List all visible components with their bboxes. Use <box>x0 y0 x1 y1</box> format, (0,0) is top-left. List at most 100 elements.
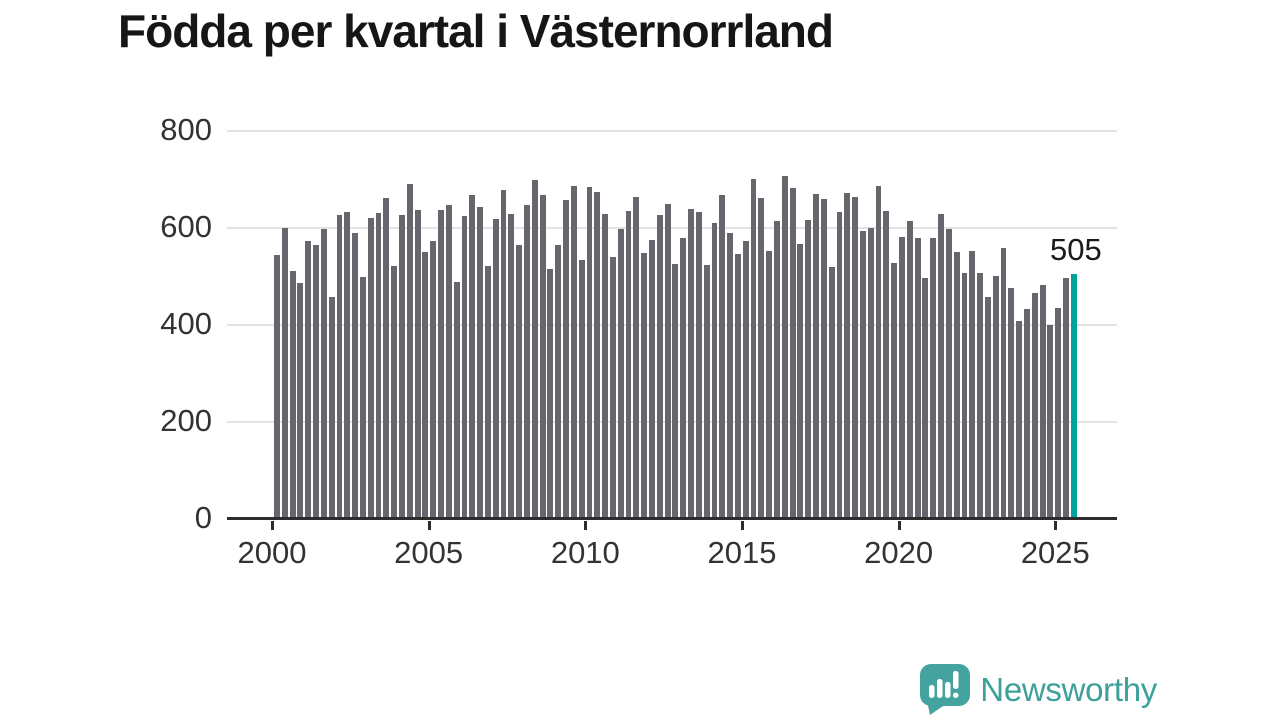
bar-2002-Q3 <box>352 232 359 519</box>
bar-2009-Q4 <box>578 260 585 519</box>
bar-2023-Q3 <box>1008 287 1015 519</box>
bar-2011-Q1 <box>617 228 624 519</box>
bar-2002-Q1 <box>336 214 343 519</box>
bar-2015-Q2 <box>750 179 757 519</box>
bar-2023-Q1 <box>992 276 999 519</box>
bar-2013-Q2 <box>688 208 694 519</box>
bar-2005-Q2 <box>438 210 444 519</box>
bar-2025-Q1 <box>1055 307 1062 519</box>
bar-2000-Q1 <box>274 255 280 519</box>
bar-2021-Q3 <box>945 228 952 519</box>
bar-2013-Q4 <box>703 264 710 519</box>
bar-2002-Q4 <box>359 276 366 519</box>
gridline-600 <box>227 227 1117 229</box>
bar-2018-Q3 <box>852 197 859 519</box>
bar-2016-Q2 <box>781 176 788 519</box>
bar-2012-Q3 <box>664 204 671 519</box>
bar-2001-Q1 <box>305 240 312 519</box>
bar-2014-Q4 <box>734 254 741 519</box>
y-tick-label-200: 200 <box>160 403 212 438</box>
bar-2002-Q2 <box>344 212 351 519</box>
bar-2012-Q1 <box>649 240 655 519</box>
bar-2017-Q1 <box>805 220 812 519</box>
bar-2008-Q2 <box>531 179 538 519</box>
bar-2006-Q2 <box>469 195 476 519</box>
bar-2010-Q4 <box>609 257 616 519</box>
bar-2009-Q3 <box>570 186 577 519</box>
bar-2010-Q1 <box>586 187 593 519</box>
bar-2006-Q1 <box>461 215 468 519</box>
x-axis-line <box>227 517 1117 520</box>
y-tick-label-400: 400 <box>160 306 212 341</box>
bar-2007-Q4 <box>516 245 523 519</box>
x-tick-2015 <box>740 521 744 530</box>
newsworthy-wordmark: Newsworthy <box>980 671 1157 708</box>
bar-2013-Q3 <box>695 211 702 519</box>
gridline-200 <box>227 421 1117 423</box>
bar-2022-Q1 <box>961 272 968 519</box>
bar-2022-Q4 <box>984 296 991 519</box>
bar-2006-Q4 <box>484 265 491 519</box>
x-tick-label-2010: 2010 <box>550 535 620 570</box>
bar-2022-Q2 <box>969 251 976 519</box>
bar-2003-Q1 <box>367 218 374 519</box>
bar-2017-Q4 <box>828 266 835 519</box>
bar-2024-Q1 <box>1024 309 1030 519</box>
bar-2024-Q4 <box>1047 324 1054 519</box>
x-tick-label-2015: 2015 <box>707 535 777 570</box>
bar-2020-Q2 <box>906 221 913 519</box>
bar-2000-Q4 <box>297 283 304 519</box>
chart-title: Födda per kvartal i Västernorrland <box>118 5 834 57</box>
bar-2017-Q3 <box>820 198 827 519</box>
bar-2001-Q3 <box>320 228 327 519</box>
bar-2010-Q2 <box>594 191 601 519</box>
bar-2014-Q1 <box>711 222 718 519</box>
bar-2009-Q1 <box>555 244 562 519</box>
x-tick-label-2020: 2020 <box>864 535 934 570</box>
bar-2015-Q1 <box>742 240 749 519</box>
bar-2017-Q2 <box>813 193 819 519</box>
newsworthy-speech-bubble-chart-icon <box>920 664 971 715</box>
x-tick-label-2000: 2000 <box>237 535 307 570</box>
bar-2007-Q1 <box>492 219 499 519</box>
bar-2011-Q2 <box>625 211 632 519</box>
bar-2021-Q1 <box>930 237 937 519</box>
bar-2025-Q2 <box>1063 278 1069 519</box>
bar-2020-Q4 <box>922 278 929 519</box>
bar-2019-Q2 <box>875 185 882 519</box>
bar-2016-Q3 <box>789 188 796 519</box>
x-tick-2000 <box>271 521 274 530</box>
bar-2001-Q2 <box>313 244 319 519</box>
bar-2008-Q3 <box>539 194 546 519</box>
highlight-value-label: 505 <box>1050 232 1102 268</box>
bar-2021-Q4 <box>953 251 960 519</box>
bar-2022-Q3 <box>977 272 984 519</box>
bar-series <box>274 131 1079 519</box>
bar-2003-Q2 <box>375 213 382 519</box>
bar-2010-Q3 <box>602 213 609 519</box>
y-tick-label-0: 0 <box>194 500 212 535</box>
bar-2020-Q3 <box>914 238 921 519</box>
plot-area: 2000 2005 2010 2015 2020 2025 0 200 400 600 800 5… <box>160 112 1117 570</box>
bar-2016-Q1 <box>774 220 780 519</box>
bar-2025-Q3 <box>1070 274 1077 519</box>
x-tick-2020 <box>897 521 901 530</box>
bar-2018-Q4 <box>859 230 866 519</box>
bar-2014-Q2 <box>719 194 726 519</box>
bar-2009-Q2 <box>563 199 569 519</box>
y-tick-label-800: 800 <box>160 112 212 147</box>
bar-2013-Q1 <box>680 238 687 519</box>
gridline-400 <box>227 324 1117 326</box>
bar-2012-Q4 <box>672 263 679 519</box>
bar-2019-Q4 <box>891 263 898 519</box>
bar-2019-Q1 <box>867 227 874 519</box>
bar-2008-Q1 <box>524 204 530 519</box>
x-tick-2010 <box>584 521 588 530</box>
gridline-800 <box>227 130 1117 132</box>
y-tick-label-600: 600 <box>160 209 212 244</box>
bar-2015-Q4 <box>766 251 773 519</box>
bar-2011-Q3 <box>633 197 640 519</box>
bar-2005-Q3 <box>445 205 452 519</box>
bar-2018-Q1 <box>836 211 843 519</box>
bar-2006-Q3 <box>477 207 484 519</box>
